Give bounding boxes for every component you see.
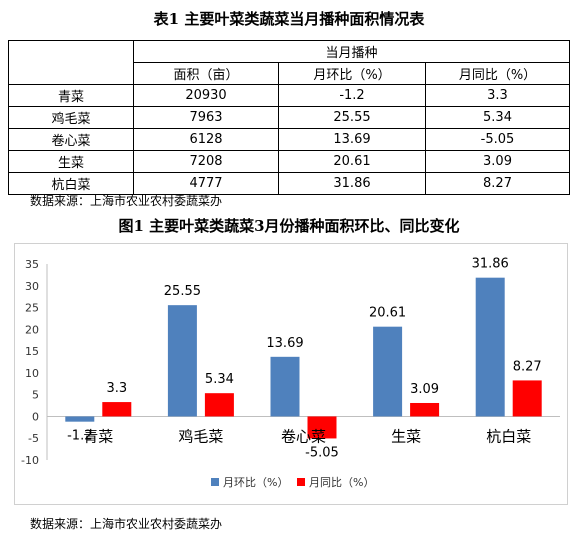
row-name: 青菜	[8, 84, 134, 107]
table-title: 表1 主要叶菜类蔬菜当月播种面积情况表	[153, 10, 425, 28]
row-name: 卷心菜	[8, 128, 134, 151]
column-header-area: 面积（亩）	[133, 62, 279, 85]
column-header-mom: 月环比（%）	[278, 62, 426, 85]
cell-yoy: -5.05	[425, 128, 570, 151]
y-tick-label: 30	[25, 280, 39, 293]
bar-mom	[373, 326, 403, 417]
figure-source-note: 数据来源：上海市农业农村委蔬菜办	[30, 517, 223, 531]
cell-area: 7208	[133, 150, 279, 173]
bar-yoy	[512, 380, 542, 417]
figure-title: 图1 主要叶菜类蔬菜3月份播种面积环比、同比变化	[118, 217, 460, 235]
table-row: 青菜 20930 -1.2 3.3	[8, 84, 570, 107]
bar-mom	[167, 305, 197, 417]
y-tick-label: 25	[25, 302, 39, 315]
row-name: 鸡毛菜	[8, 106, 134, 129]
data-label: -5.05	[305, 445, 339, 460]
bar-yoy	[102, 402, 132, 417]
table-source-note: 数据来源：上海市农业农村委蔬菜办	[30, 194, 223, 208]
cell-area: 20930	[133, 84, 279, 107]
data-label: 20.61	[369, 306, 406, 321]
x-category-label: 卷心菜	[281, 427, 326, 445]
y-tick-label: 0	[32, 410, 39, 423]
bar-yoy	[410, 402, 440, 417]
cell-mom: 25.55	[278, 106, 426, 129]
bar-mom	[270, 356, 300, 417]
row-name: 生菜	[8, 150, 134, 173]
data-label: 3.3	[106, 381, 127, 396]
column-header-yoy: 月同比（%）	[425, 62, 570, 85]
x-category-label: 杭白菜	[486, 427, 531, 445]
bar-mom	[65, 416, 95, 422]
group-header-cell: 当月播种	[133, 40, 570, 63]
y-tick-label: -5	[28, 432, 39, 445]
cell-yoy: 8.27	[425, 172, 570, 195]
data-label: 31.86	[472, 257, 509, 272]
legend-label: 月同比（%）	[309, 476, 374, 489]
planting-area-table: 当月播种 面积（亩） 月环比（%） 月同比（%） 青菜 20930 -1.2 3…	[8, 40, 570, 195]
cell-mom: 13.69	[278, 128, 426, 151]
cell-area: 6128	[133, 128, 279, 151]
y-tick-label: 10	[25, 367, 39, 380]
cell-mom: 31.86	[278, 172, 426, 195]
cell-yoy: 3.3	[425, 84, 570, 107]
table-row: 鸡毛菜 7963 25.55 5.34	[8, 106, 570, 129]
cell-area: 4777	[133, 172, 279, 195]
bar-yoy	[307, 416, 337, 439]
bar-chart: 35 30 25 20 15 10 5 0 -5 -10 -1.2 3.3 青菜 25.55 5.34 鸡毛菜…	[21, 257, 560, 489]
table-row: 卷心菜 6128 13.69 -5.05	[8, 128, 570, 151]
y-tick-label: 5	[32, 389, 39, 402]
cell-mom: 20.61	[278, 150, 426, 173]
y-tick-label: 15	[25, 345, 39, 358]
cell-yoy: 5.34	[425, 106, 570, 129]
x-category-label: 鸡毛菜	[178, 427, 223, 445]
data-label: 3.09	[410, 382, 439, 397]
legend-swatch-yoy	[297, 478, 305, 486]
cell-area: 7963	[133, 106, 279, 129]
legend-label: 月环比（%）	[223, 476, 288, 489]
data-label: 5.34	[205, 372, 234, 387]
table-corner-cell	[8, 40, 134, 85]
data-label: 8.27	[513, 359, 542, 374]
x-category-label: 生菜	[391, 427, 421, 445]
data-label: 25.55	[164, 284, 201, 299]
cell-mom: -1.2	[278, 84, 426, 107]
bar-yoy	[204, 393, 234, 417]
cell-yoy: 3.09	[425, 150, 570, 173]
table-header-row: 当月播种	[8, 40, 570, 85]
row-name: 杭白菜	[8, 172, 134, 195]
table-row: 生菜 7208 20.61 3.09	[8, 150, 570, 173]
data-label: -1.2	[67, 429, 92, 444]
legend-swatch-mom	[211, 478, 219, 486]
x-category-label: 青菜	[83, 427, 113, 445]
data-label: 13.69	[266, 336, 303, 351]
y-tick-label: 20	[25, 323, 39, 336]
y-tick-label: 35	[25, 258, 39, 271]
chart-frame: 35 30 25 20 15 10 5 0 -5 -10 -1.2 3.3 青菜 25.55 5.34 鸡毛菜…	[14, 243, 568, 505]
table-row: 杭白菜 4777 31.86 8.27	[8, 172, 570, 195]
y-tick-label: -10	[21, 454, 39, 467]
bar-mom	[475, 277, 505, 417]
